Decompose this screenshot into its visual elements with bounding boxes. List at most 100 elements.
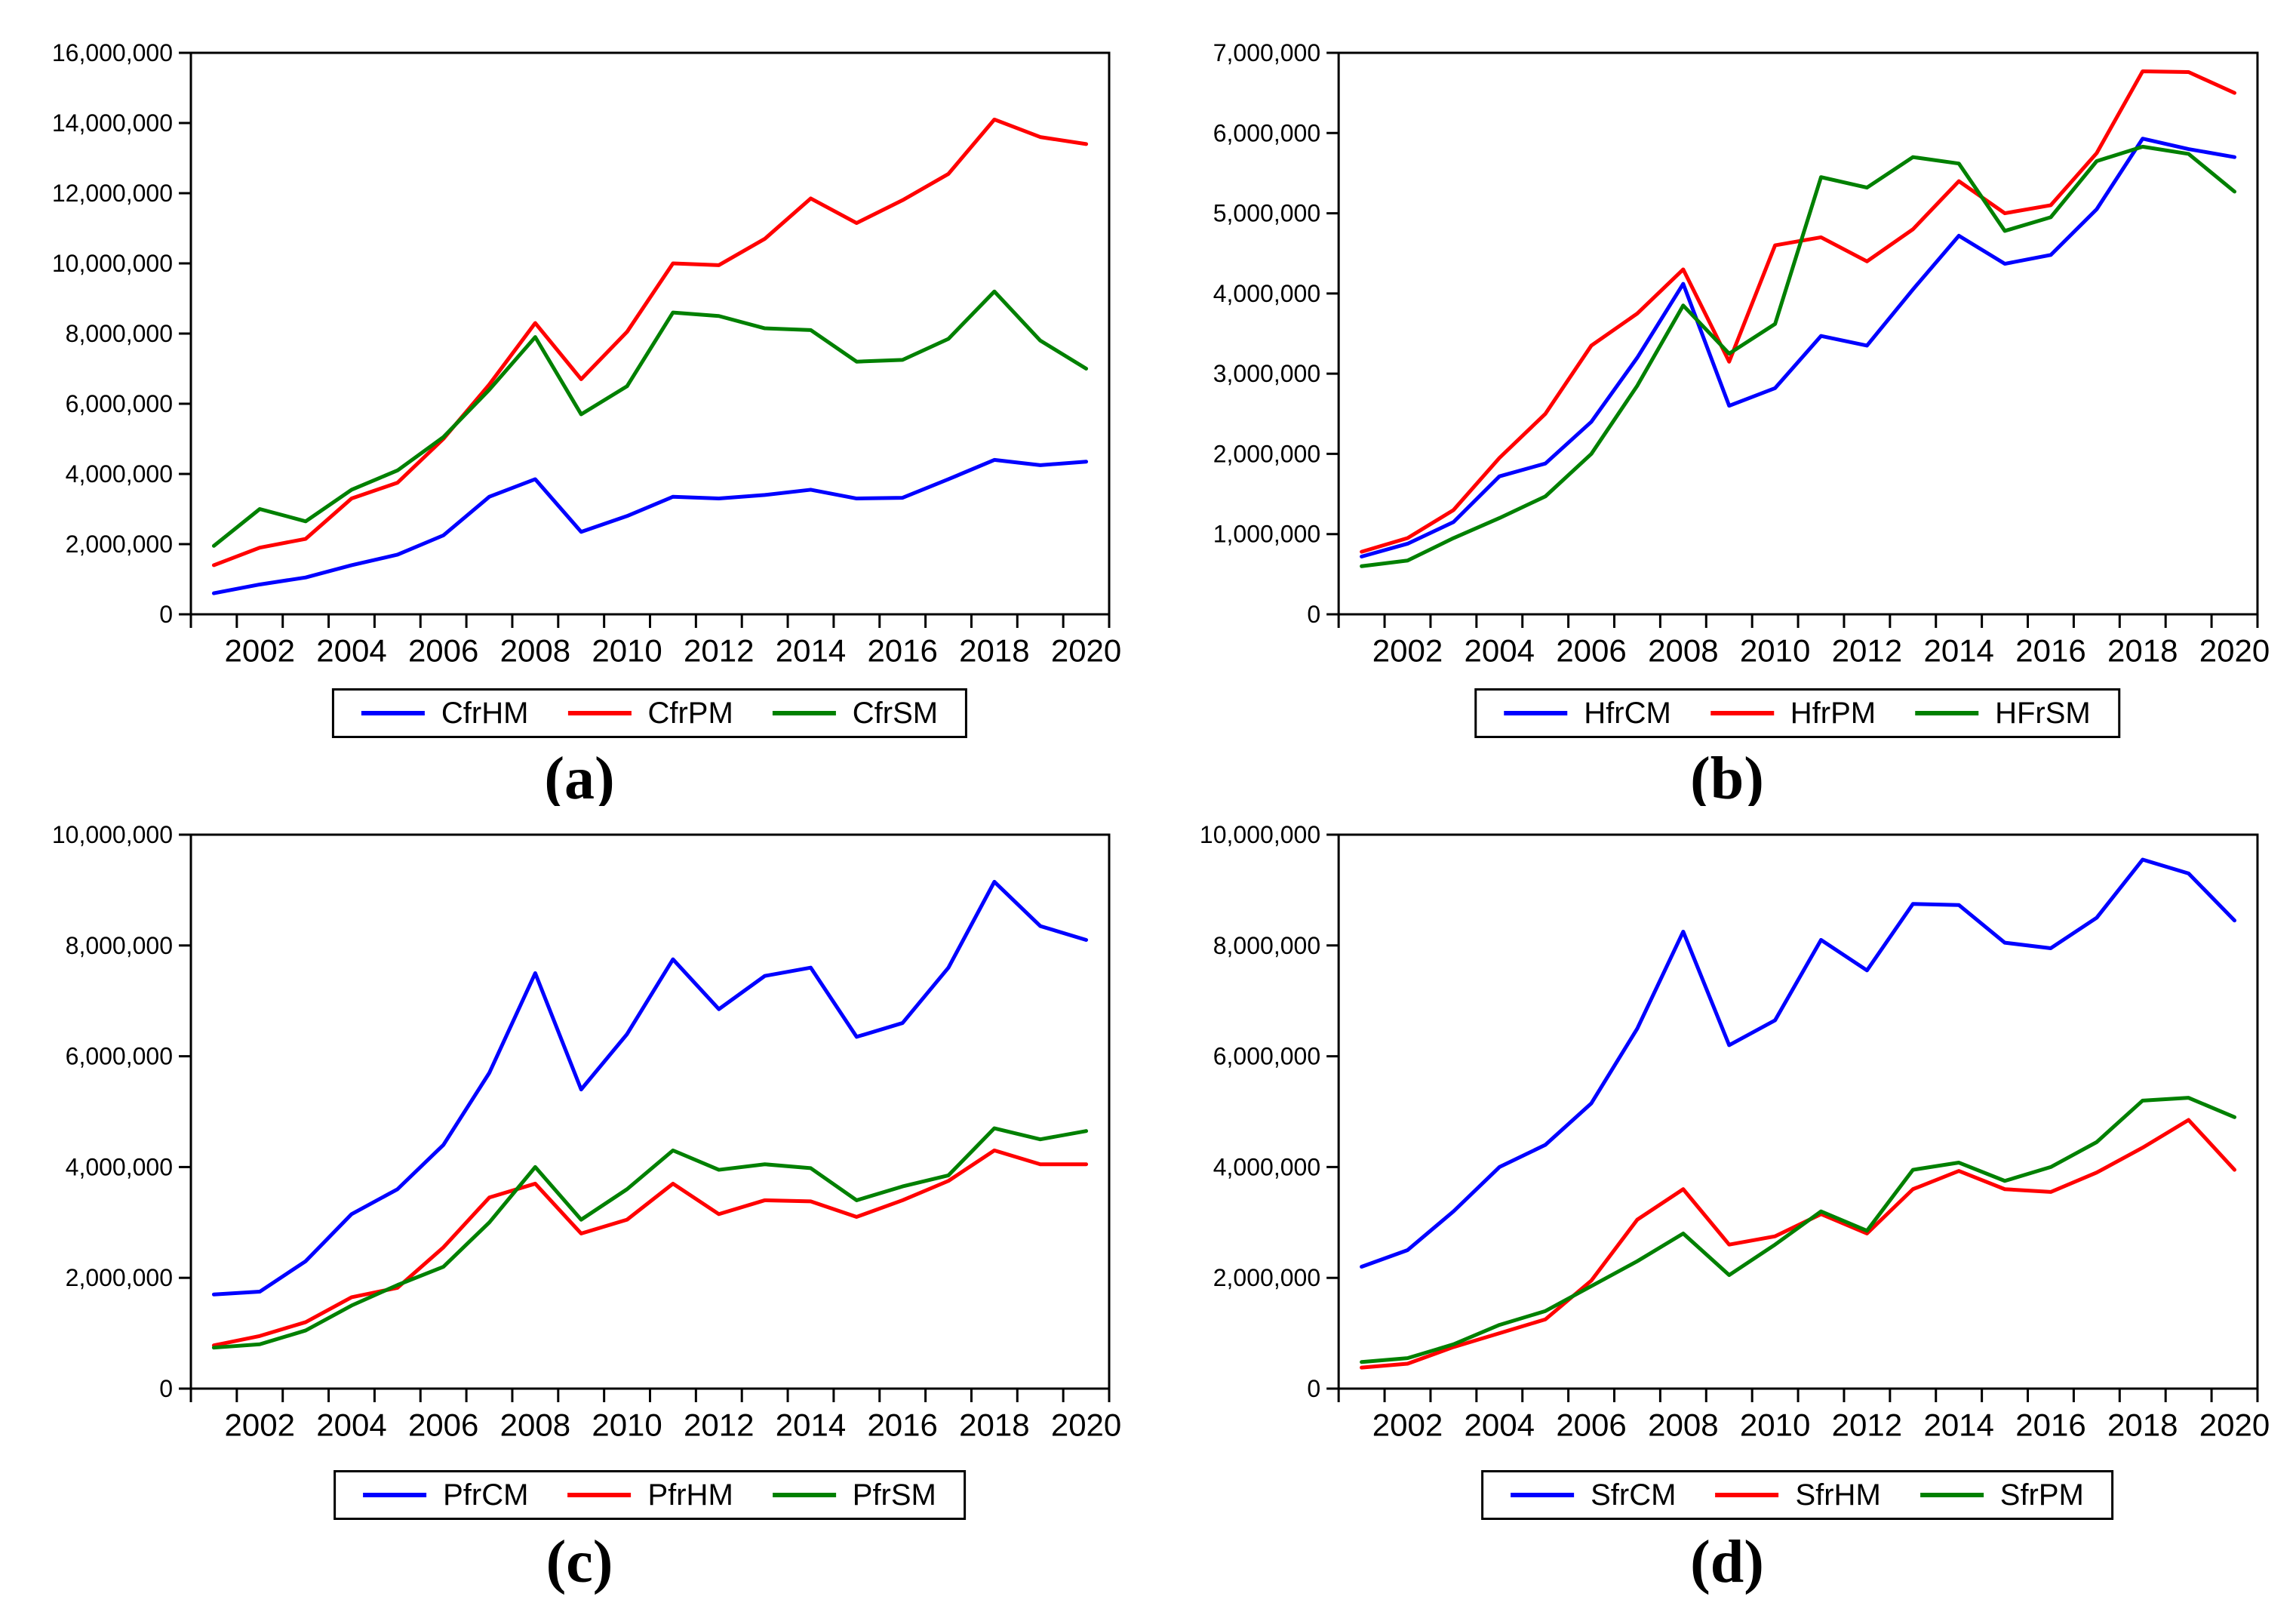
legend-label: HFrSM: [1995, 697, 2091, 730]
panel-caption-c: (c): [546, 1529, 613, 1595]
series-line-PfrHM: [211, 1148, 1089, 1348]
y-tick-label: 10,000,000: [52, 250, 173, 277]
x-tick-label: 2012: [1832, 1407, 1902, 1443]
y-tick-label: 16,000,000: [52, 39, 173, 66]
x-tick-label: 2008: [1648, 633, 1718, 669]
x-tick-label: 2018: [2107, 633, 2178, 669]
line-swatch-blue-icon: [361, 711, 425, 715]
legend-label: SfrPM: [1999, 1478, 2084, 1512]
y-axis: 0 2,000,000 4,000,000 6,000,000 8,000,000 10,…: [52, 821, 191, 1402]
line-swatch-red-icon: [567, 711, 632, 715]
y-tick-label: 2,000,000: [1213, 440, 1320, 467]
legend-label: CfrSM: [852, 697, 939, 730]
line-swatch-green-icon: [772, 711, 836, 715]
chart-panel-d: 0 2,000,000 4,000,000 6,000,000 8,000,000 10,…: [1148, 806, 2296, 1612]
x-tick-label: 2016: [867, 633, 937, 669]
legend-item: HFrSM: [1915, 698, 2091, 728]
chart-a-canvas: 0 2,000,000 4,000,000 6,000,000 8,000,000 10,…: [52, 39, 1121, 669]
line-swatch-blue-icon: [363, 1493, 427, 1497]
line-swatch-red-icon: [1710, 711, 1774, 715]
x-tick-label: 2002: [1372, 1407, 1443, 1443]
legend-item: PfrHM: [567, 1480, 733, 1510]
y-tick-label: 14,000,000: [52, 109, 173, 137]
chart-d-canvas: 0 2,000,000 4,000,000 6,000,000 8,000,000 10,…: [1200, 821, 2270, 1443]
x-tick-label: 2012: [684, 633, 754, 669]
legend-d: SfrCM SfrHM SfrPM: [1481, 1470, 2113, 1520]
x-tick-label: 2002: [225, 633, 295, 669]
series-line-SfrCM: [1360, 857, 2237, 1269]
y-tick-label: 0: [159, 601, 173, 628]
legend-label: HfrCM: [1584, 697, 1671, 730]
x-tick-label: 2008: [500, 633, 570, 669]
y-tick-label: 5,000,000: [1213, 200, 1320, 227]
y-tick-label: 6,000,000: [66, 390, 173, 417]
legend-item: PfrSM: [772, 1480, 936, 1510]
x-tick-label: 2002: [1372, 633, 1443, 669]
panel-caption-b: (b): [1690, 746, 1764, 806]
y-tick-label: 10,000,000: [52, 821, 173, 848]
legend-a: CfrHM CfrPM CfrSM: [331, 688, 968, 738]
y-tick-label: 8,000,000: [66, 320, 173, 347]
legend-item: HfrPM: [1710, 698, 1876, 728]
legend-item: CfrSM: [772, 697, 939, 730]
y-tick-label: 3,000,000: [1213, 360, 1320, 387]
line-swatch-green-icon: [1915, 711, 1979, 715]
x-axis: 2002 2004 2006 2008 2010 2012 2014 2016 2018 2020: [1337, 1389, 2270, 1443]
x-tick-label: 2012: [684, 1407, 754, 1443]
series-line-CfrHM: [211, 457, 1089, 595]
x-tick-label: 2010: [1740, 633, 1810, 669]
series-line-SfrPM: [1360, 1096, 2237, 1364]
series-line-PfrCM: [211, 879, 1089, 1297]
y-tick-label: 7,000,000: [1213, 39, 1320, 66]
chart-panel-c: 0 2,000,000 4,000,000 6,000,000 8,000,000 10,…: [0, 806, 1148, 1612]
legend-label: HfrPM: [1790, 697, 1876, 730]
x-tick-label: 2006: [1556, 1407, 1626, 1443]
legend-c: PfrCM PfrHM PfrSM: [333, 1470, 966, 1520]
legend-item: CfrHM: [361, 698, 528, 728]
x-tick-label: 2008: [1648, 1407, 1718, 1443]
x-tick-label: 2012: [1832, 633, 1902, 669]
y-axis: 0 2,000,000 4,000,000 6,000,000 8,000,000 10,…: [1200, 821, 1339, 1402]
chart-b-canvas: 0 1,000,000 2,000,000 3,000,000 4,000,000 5,0…: [1213, 39, 2270, 669]
x-tick-label: 2014: [776, 633, 846, 669]
x-tick-label: 2020: [1051, 633, 1121, 669]
x-tick-label: 2016: [2015, 633, 2085, 669]
x-tick-label: 2020: [2199, 633, 2270, 669]
y-tick-label: 2,000,000: [66, 531, 173, 558]
panel-caption-a: (a): [544, 746, 615, 806]
line-swatch-blue-icon: [1504, 711, 1568, 715]
series-line-PfrSM: [211, 1126, 1089, 1350]
series-line-CfrSM: [211, 289, 1089, 548]
x-tick-label: 2020: [1051, 1407, 1121, 1443]
y-tick-label: 4,000,000: [1213, 280, 1320, 307]
y-tick-label: 2,000,000: [1213, 1264, 1320, 1291]
y-tick-label: 1,000,000: [1213, 521, 1320, 548]
x-tick-label: 2010: [592, 633, 662, 669]
plot-axes: [1337, 833, 2259, 1390]
legend-label: SfrCM: [1591, 1478, 1677, 1512]
legend-label: PfrHM: [647, 1478, 733, 1512]
series-line-HFrSM: [1360, 144, 2237, 568]
line-swatch-green-icon: [1919, 1493, 1984, 1497]
y-tick-label: 4,000,000: [66, 460, 173, 488]
legend-item: PfrCM: [363, 1480, 528, 1510]
y-tick-label: 0: [1307, 601, 1320, 628]
y-tick-label: 10,000,000: [1200, 821, 1320, 848]
y-tick-label: 8,000,000: [66, 932, 173, 959]
x-axis: 2002 2004 2006 2008 2010 2012 2014 2016 2018 2020: [1337, 614, 2270, 669]
legend-label: SfrHM: [1795, 1478, 1881, 1512]
legend-b: HfrCM HfrPM HFrSM: [1474, 688, 2120, 738]
y-axis: 0 1,000,000 2,000,000 3,000,000 4,000,000 5,0…: [1213, 39, 1339, 628]
x-tick-label: 2010: [592, 1407, 662, 1443]
y-tick-label: 2,000,000: [66, 1264, 173, 1291]
legend-item: SfrCM: [1511, 1480, 1676, 1510]
legend-item: SfrHM: [1715, 1478, 1881, 1512]
series-line-CfrPM: [211, 117, 1089, 568]
x-tick-label: 2004: [316, 1407, 386, 1443]
x-tick-label: 2006: [408, 1407, 478, 1443]
line-swatch-green-icon: [772, 1493, 836, 1497]
y-tick-label: 6,000,000: [66, 1043, 173, 1070]
legend-label: PfrCM: [443, 1478, 529, 1512]
chart-c-canvas: 0 2,000,000 4,000,000 6,000,000 8,000,000 10,…: [52, 821, 1121, 1443]
